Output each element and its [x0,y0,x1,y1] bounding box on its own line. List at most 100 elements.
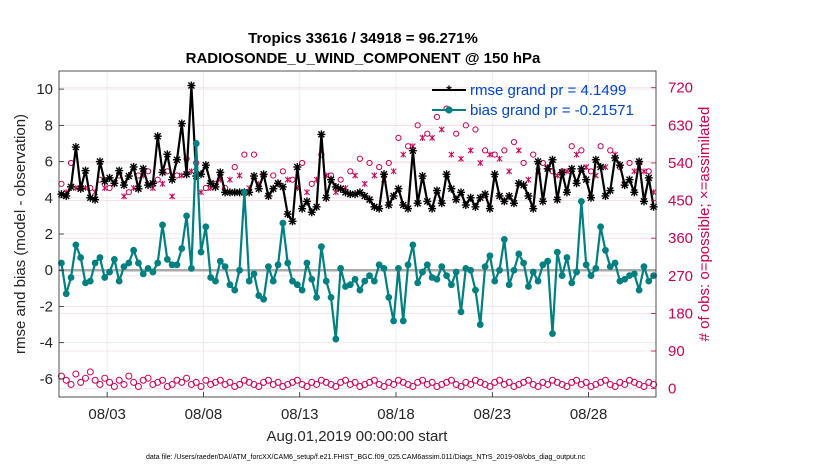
bias-point [173,261,181,269]
obs-bottom-marker [428,378,436,386]
rmse-point [534,157,543,166]
legend-bias-label: bias grand pr = -0.21571 [470,102,634,119]
bias-point [602,246,609,254]
obs-possible-marker [270,172,277,179]
y-tick-label: 6 [45,154,53,171]
rmse-point-stroke [650,203,658,211]
obs-bottom-marker [168,380,176,388]
obs-bottom-marker [274,378,282,386]
rmse-point-stroke [313,203,321,211]
rmse-point-stroke [154,132,162,140]
bias-point [553,248,561,256]
rmse-point [567,164,576,173]
obs-possible-marker [173,172,181,179]
bias-point [606,263,614,270]
rmse-point-stroke [385,201,393,209]
rmse-point [148,179,157,188]
rmse-point [423,197,432,206]
rmse-point-stroke [110,179,118,187]
bias-point [187,265,195,272]
obs-bottom-marker [611,383,619,391]
bias-point [510,266,518,274]
rmse-point-stroke [106,174,114,182]
obs-assimilated-marker [486,151,493,158]
rmse-point-stroke [216,168,224,176]
rmse-point-stroke [428,205,436,213]
x-tick-label: 08/13 [281,406,319,423]
obs-assimilated-marker [226,176,233,183]
bias-point [91,259,99,267]
y-right-tick-label: 90 [668,343,685,360]
bias-point [226,281,234,289]
obs-bottom-marker [601,376,609,384]
bias-point [457,308,465,316]
footnote-data-file: data file: /Users/raeder/DAI/ATM_forcXX/… [146,454,586,461]
obs-bottom-marker [120,380,128,388]
bias-point [375,261,383,269]
bias-point [529,268,537,276]
rmse-point-stroke [211,183,219,191]
rmse-point [283,210,292,219]
obs-possible-marker [385,159,392,167]
rmse-point [95,157,104,166]
rmse-point-stroke [414,199,422,207]
obs-bottom-marker [216,376,224,384]
bias-point [163,255,171,263]
x-tick-label: 08/08 [185,406,223,423]
bias-point [212,277,219,285]
obs-bottom-marker [341,376,349,384]
rmse-point [625,175,634,184]
bias-point [298,286,306,294]
obs-assimilated-marker [506,168,513,175]
rmse-point [201,161,210,170]
bias-point [481,263,489,270]
y-right-tick-label: 270 [668,268,693,285]
rmse-point [81,166,90,175]
bias-point [154,259,162,267]
chart-title-line2: RADIOSONDE_U_WIND_COMPONENT @ 150 hPa [186,50,541,67]
obs-assimilated-marker [573,151,580,158]
obs-bottom-marker [457,383,465,391]
bias-point [149,268,157,276]
rmse-point-stroke [491,170,499,178]
obs-assimilated-marker [631,168,638,175]
rmse-point [67,182,76,191]
obs-possible-marker [453,130,460,137]
rmse-point [269,184,278,193]
legend-rmse-label: rmse grand pr = 4.1499 [470,82,626,99]
bias-point [159,221,166,229]
rmse-point [71,143,80,152]
rmse-point [500,197,509,206]
bias-point [168,261,176,269]
rmse-point [105,173,114,182]
rmse-point-stroke [486,205,494,213]
obs-bottom-marker [447,376,455,384]
obs-possible-marker [607,147,614,154]
rmse-point-stroke [293,163,301,171]
obs-bottom-marker [81,374,89,382]
rmse-point [312,202,321,211]
rmse-point [327,175,336,184]
rmse-point [206,179,215,188]
obs-bottom-marker [621,380,629,388]
rmse-point [620,181,629,190]
rmse-point [91,195,100,204]
bias-point [414,279,422,287]
bias-point [611,259,619,267]
obs-assimilated-marker [602,164,609,171]
obs-bottom-marker [159,376,167,384]
obs-possible-marker [462,122,469,129]
obs-bottom-marker [650,380,658,388]
obs-bottom-marker [370,376,378,384]
x-tick-label: 08/18 [377,406,415,423]
bias-point [101,274,109,281]
bias-point [423,261,431,269]
rmse-point-stroke [568,165,576,173]
rmse-point [389,191,398,200]
obs-bottom-marker [86,368,94,376]
rmse-point-stroke [548,156,556,164]
rmse-point [495,191,504,200]
rmse-point [639,197,648,206]
rmse-point [365,195,374,204]
rmse-point-stroke [587,194,595,202]
